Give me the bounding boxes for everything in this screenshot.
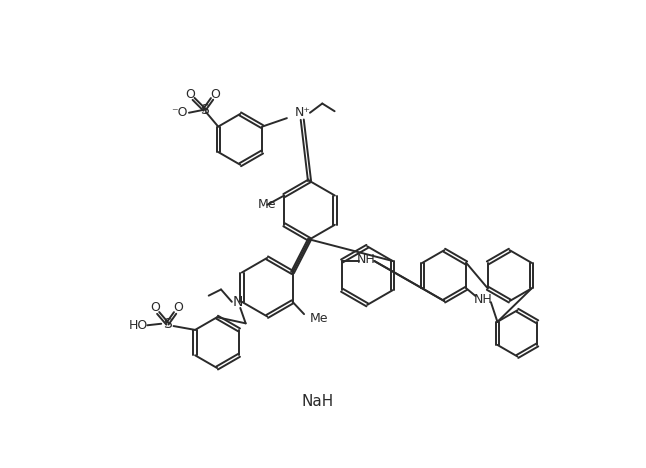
Text: HO: HO — [129, 319, 148, 332]
Text: Me: Me — [258, 198, 276, 211]
Text: N: N — [233, 295, 243, 309]
Text: S: S — [200, 102, 209, 117]
Text: O: O — [173, 301, 183, 314]
Text: NH: NH — [357, 253, 376, 266]
Text: O: O — [210, 88, 220, 101]
Text: ⁻O: ⁻O — [171, 106, 188, 119]
Text: O: O — [150, 301, 160, 314]
Text: Me: Me — [309, 312, 328, 325]
Text: NaH: NaH — [301, 394, 333, 409]
Text: NH: NH — [474, 293, 493, 307]
Text: N⁺: N⁺ — [295, 106, 310, 119]
Text: O: O — [185, 88, 196, 101]
Text: S: S — [163, 317, 172, 331]
